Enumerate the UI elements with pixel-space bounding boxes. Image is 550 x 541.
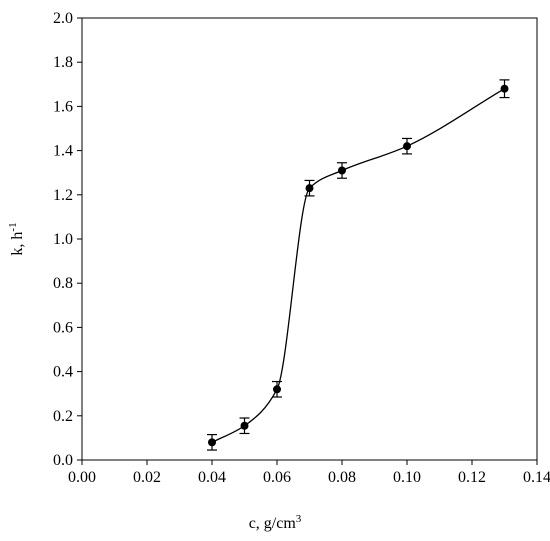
x-tick-label: 0.10 [393,469,421,486]
data-point [338,166,346,175]
fit-line [211,88,505,443]
y-tick-label: 0.6 [53,319,73,336]
y-tick-label: 2.0 [53,10,73,27]
data-point [208,438,216,447]
x-tick-label: 0.02 [133,469,161,486]
y-tick-label: 1.8 [53,54,73,71]
data-point [273,385,281,394]
y-axis-title-text: k, h [9,232,26,256]
x-axis-title: c, g/cm3 [249,513,302,532]
y-tick-label: 0.8 [53,275,73,292]
data-point [305,184,314,193]
y-tick-label: 1.6 [53,98,73,115]
y-tick-label: 0.0 [53,452,73,469]
y-tick-label: 0.2 [53,408,73,425]
y-axis-title-sup: -1 [7,222,19,231]
y-tick-label: 1.2 [53,187,73,204]
x-tick-label: 0.12 [458,469,486,486]
y-tick-label: 1.0 [53,231,73,248]
x-axis-title-text: c, g/cm [249,515,297,532]
x-tick-label: 0.04 [198,469,226,486]
y-axis-title: k, h-1 [7,222,26,255]
x-tick-label: 0.14 [523,469,550,486]
plot-frame [81,17,538,461]
x-tick-label: 0.08 [328,469,356,486]
data-point [403,142,411,151]
data-point [240,421,249,430]
data-point [500,84,509,93]
y-tick-label: 1.4 [53,143,73,160]
y-tick-label: 0.4 [53,364,73,381]
x-tick-label: 0.00 [68,469,96,486]
x-axis-title-sup: 3 [296,513,302,525]
x-tick-label: 0.06 [263,469,291,486]
